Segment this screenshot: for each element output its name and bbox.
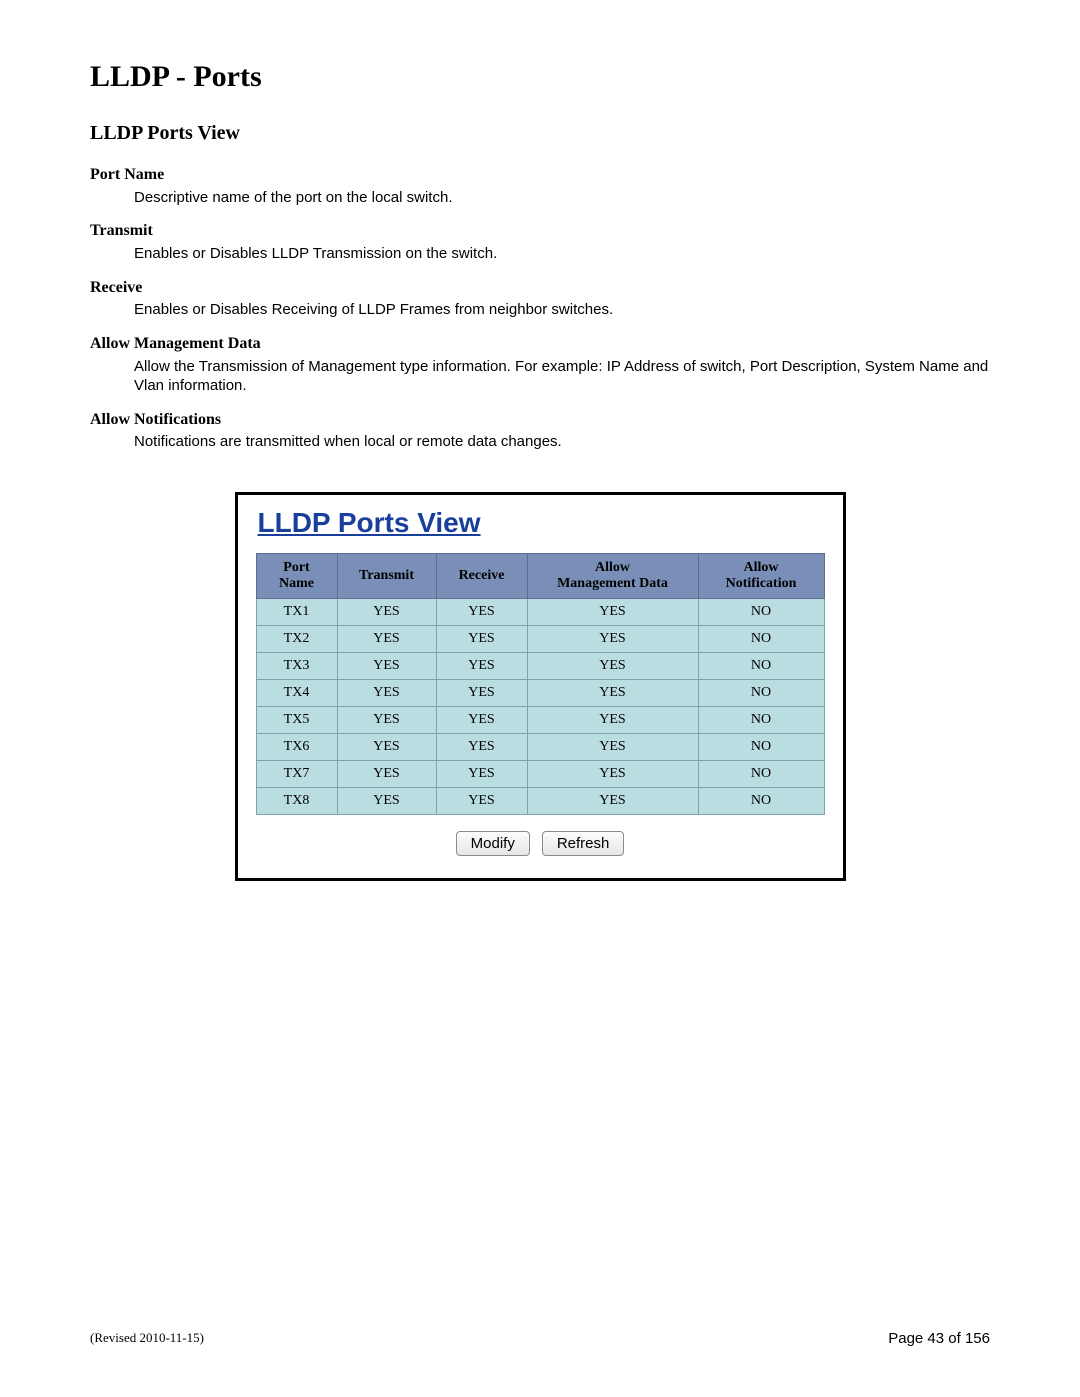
table-cell: TX1: [256, 599, 337, 626]
definition-description: Descriptive name of the port on the loca…: [134, 188, 990, 208]
definition-term: Transmit: [90, 221, 990, 242]
table-cell: YES: [527, 599, 698, 626]
table-cell: TX6: [256, 734, 337, 761]
table-cell: YES: [527, 788, 698, 815]
table-cell: TX7: [256, 761, 337, 788]
table-row: TX8YESYESYESNO: [256, 788, 824, 815]
definition-term: Allow Management Data: [90, 334, 990, 355]
table-cell: NO: [698, 788, 824, 815]
table-cell: YES: [337, 707, 436, 734]
table-header-cell: AllowNotification: [698, 553, 824, 598]
table-row: TX5YESYESYESNO: [256, 707, 824, 734]
table-row: TX3YESYESYESNO: [256, 653, 824, 680]
table-cell: YES: [337, 599, 436, 626]
table-cell: NO: [698, 761, 824, 788]
table-cell: YES: [527, 734, 698, 761]
table-cell: NO: [698, 707, 824, 734]
ports-table: PortNameTransmitReceiveAllowManagement D…: [256, 553, 825, 815]
table-cell: YES: [436, 653, 527, 680]
table-cell: YES: [527, 707, 698, 734]
table-cell: YES: [337, 653, 436, 680]
page-footer: (Revised 2010-11-15) Page 43 of 156: [90, 1330, 990, 1347]
table-row: TX7YESYESYESNO: [256, 761, 824, 788]
definition-term: Allow Notifications: [90, 410, 990, 431]
definition-description: Allow the Transmission of Management typ…: [134, 357, 990, 396]
table-cell: TX2: [256, 626, 337, 653]
definition-term: Receive: [90, 278, 990, 299]
table-row: TX1YESYESYESNO: [256, 599, 824, 626]
table-cell: TX3: [256, 653, 337, 680]
table-cell: YES: [527, 761, 698, 788]
definitions-list: Port NameDescriptive name of the port on…: [90, 165, 990, 452]
table-cell: YES: [436, 734, 527, 761]
table-cell: YES: [527, 680, 698, 707]
page-number: Page 43 of 156: [888, 1330, 990, 1347]
table-cell: NO: [698, 653, 824, 680]
table-cell: YES: [337, 788, 436, 815]
definition-description: Enables or Disables LLDP Transmission on…: [134, 244, 990, 264]
table-cell: NO: [698, 680, 824, 707]
section-title: LLDP Ports View: [90, 122, 990, 145]
table-cell: NO: [698, 599, 824, 626]
table-cell: YES: [436, 626, 527, 653]
page-title: LLDP - Ports: [90, 60, 990, 94]
revised-date: (Revised 2010-11-15): [90, 1330, 204, 1347]
refresh-button[interactable]: Refresh: [542, 831, 625, 856]
table-cell: TX8: [256, 788, 337, 815]
ports-table-header-row: PortNameTransmitReceiveAllowManagement D…: [256, 553, 824, 598]
table-cell: NO: [698, 734, 824, 761]
table-cell: YES: [337, 626, 436, 653]
table-cell: YES: [337, 734, 436, 761]
definition-term: Port Name: [90, 165, 990, 186]
table-header-cell: Transmit: [337, 553, 436, 598]
table-cell: YES: [337, 761, 436, 788]
table-cell: NO: [698, 626, 824, 653]
table-row: TX4YESYESYESNO: [256, 680, 824, 707]
lldp-ports-panel: LLDP Ports View PortNameTransmitReceiveA…: [235, 492, 846, 881]
table-cell: TX5: [256, 707, 337, 734]
table-cell: TX4: [256, 680, 337, 707]
definition-description: Enables or Disables Receiving of LLDP Fr…: [134, 300, 990, 320]
button-row: Modify Refresh: [256, 831, 825, 856]
table-cell: YES: [436, 761, 527, 788]
table-cell: YES: [436, 788, 527, 815]
table-cell: YES: [337, 680, 436, 707]
definition-description: Notifications are transmitted when local…: [134, 432, 990, 452]
table-cell: YES: [527, 626, 698, 653]
table-header-cell: AllowManagement Data: [527, 553, 698, 598]
table-cell: YES: [436, 707, 527, 734]
table-header-cell: Receive: [436, 553, 527, 598]
modify-button[interactable]: Modify: [456, 831, 530, 856]
table-cell: YES: [436, 680, 527, 707]
panel-title: LLDP Ports View: [258, 507, 825, 539]
table-header-cell: PortName: [256, 553, 337, 598]
table-cell: YES: [527, 653, 698, 680]
table-cell: YES: [436, 599, 527, 626]
table-row: TX6YESYESYESNO: [256, 734, 824, 761]
table-row: TX2YESYESYESNO: [256, 626, 824, 653]
